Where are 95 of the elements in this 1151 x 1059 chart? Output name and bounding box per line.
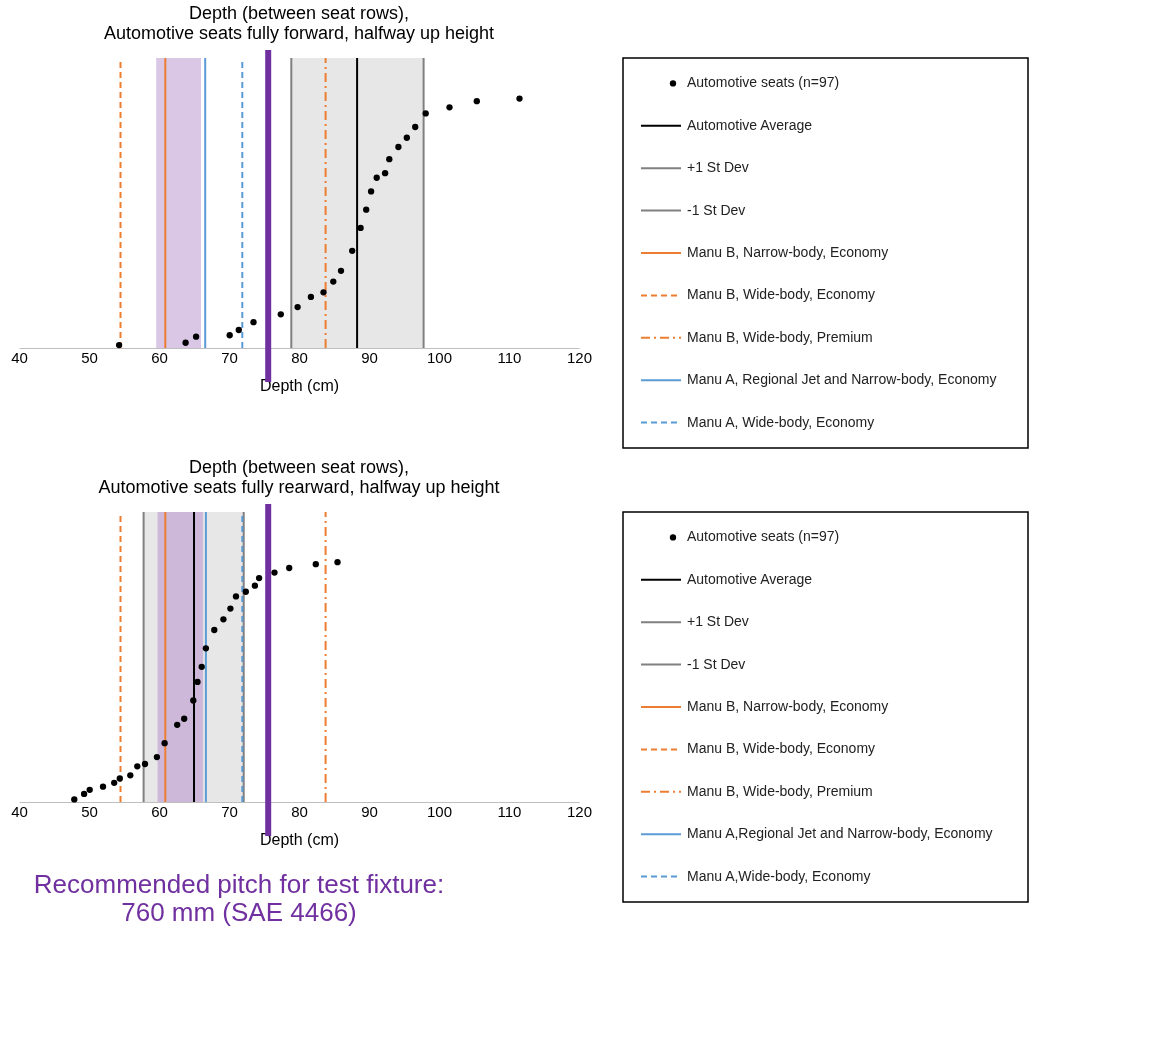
point <box>182 339 189 346</box>
chart-title: Depth (between seat rows), Automotive seats fully forward, halfway up height <box>103 3 495 43</box>
x-tick-label: 50 <box>81 802 98 820</box>
point <box>190 697 197 704</box>
x-tick-label: 110 <box>497 802 522 820</box>
point <box>174 721 181 729</box>
point <box>381 169 389 177</box>
point <box>271 569 278 576</box>
point <box>71 796 78 803</box>
legend-label: Automotive seats (n=97) <box>687 528 840 545</box>
x-tick-label: 90 <box>361 348 378 366</box>
point <box>111 779 118 787</box>
point <box>334 559 341 566</box>
legend-label: -1 St Dev <box>687 655 746 672</box>
point <box>198 663 205 671</box>
x-tick-label: 70 <box>221 802 238 820</box>
point <box>473 98 480 105</box>
x-tick-label: 80 <box>291 802 308 820</box>
point <box>255 574 263 582</box>
point <box>516 95 523 102</box>
point <box>192 333 200 340</box>
x-axis-title: Depth (cm) <box>259 376 340 394</box>
point <box>127 772 134 779</box>
x-tick-label: 60 <box>151 348 168 366</box>
point <box>99 783 107 790</box>
point <box>232 593 240 600</box>
legend-label: Automotive Average <box>687 116 813 133</box>
point <box>211 626 218 634</box>
point <box>141 760 149 768</box>
legend-label: Manu A, Wide-body, Economy <box>687 413 875 430</box>
x-tick-label: 70 <box>221 348 238 366</box>
legend-label: +1 St Dev <box>687 613 749 630</box>
x-tick-label: 60 <box>151 802 168 820</box>
x-tick-label: 120 <box>566 348 593 366</box>
point <box>250 319 257 326</box>
point <box>395 143 402 151</box>
point <box>446 104 453 111</box>
legend-label: Manu A,Regional Jet and Narrow-body, Economy <box>687 825 993 842</box>
legend-label: Manu B, Wide-body, Premium <box>687 328 873 345</box>
point <box>181 715 188 722</box>
point <box>220 616 227 623</box>
point <box>412 123 419 131</box>
legend-label: -1 St Dev <box>687 201 746 218</box>
point <box>226 332 233 339</box>
legend-label: Automotive Average <box>687 570 813 587</box>
legend-label: Manu B, Wide-body, Economy <box>687 740 876 757</box>
point <box>357 224 364 232</box>
legend-label: Manu A, Regional Jet and Narrow-body, Economy <box>687 371 997 388</box>
x-tick-label: 100 <box>426 802 453 820</box>
point <box>363 206 370 213</box>
point <box>307 293 315 301</box>
x-axis-title: Depth (cm) <box>259 830 340 848</box>
point <box>373 174 380 181</box>
point <box>134 763 141 770</box>
legend-label: Automotive seats (n=97) <box>687 74 840 91</box>
point <box>86 786 93 793</box>
point <box>235 326 242 334</box>
point <box>403 134 410 141</box>
point <box>227 605 234 612</box>
point <box>386 156 393 163</box>
x-tick-label: 90 <box>361 802 378 820</box>
x-tick-label: 100 <box>426 348 453 366</box>
x-tick-label: 120 <box>566 802 593 820</box>
legend-label: Manu B, Narrow-body, Economy <box>687 244 889 260</box>
point <box>349 247 356 255</box>
point <box>367 188 375 195</box>
legend-label: +1 St Dev <box>687 159 749 176</box>
point <box>116 775 123 782</box>
point <box>153 753 161 761</box>
point <box>294 303 301 311</box>
point <box>320 289 327 296</box>
point <box>194 678 201 686</box>
text: Recommended pitch for test fixture: 760 mm (SAE 4466) <box>33 869 445 927</box>
point <box>242 588 249 595</box>
x-tick-label: 80 <box>291 348 308 366</box>
point <box>330 278 337 285</box>
point <box>202 645 210 652</box>
point <box>80 790 88 798</box>
point <box>286 564 293 572</box>
point <box>337 267 345 275</box>
point <box>251 582 259 589</box>
point <box>115 341 123 349</box>
point <box>422 110 429 117</box>
chart-title: Depth (between seat rows), Automotive seats fully rearward, halfway up height <box>98 457 500 497</box>
x-tick-label: 50 <box>81 348 98 366</box>
x-tick-label: 110 <box>497 348 522 366</box>
legend-label: Manu B, Wide-body, Premium <box>687 782 873 799</box>
legend-label: Manu B, Narrow-body, Economy <box>687 698 889 714</box>
point <box>312 561 319 568</box>
x-tick-label: 40 <box>11 802 28 820</box>
point <box>277 311 284 318</box>
x-tick-label: 40 <box>11 348 28 366</box>
point <box>161 739 168 747</box>
legend-label: Manu A,Wide-body, Economy <box>687 867 871 884</box>
legend-label: Manu B, Wide-body, Economy <box>687 286 876 303</box>
